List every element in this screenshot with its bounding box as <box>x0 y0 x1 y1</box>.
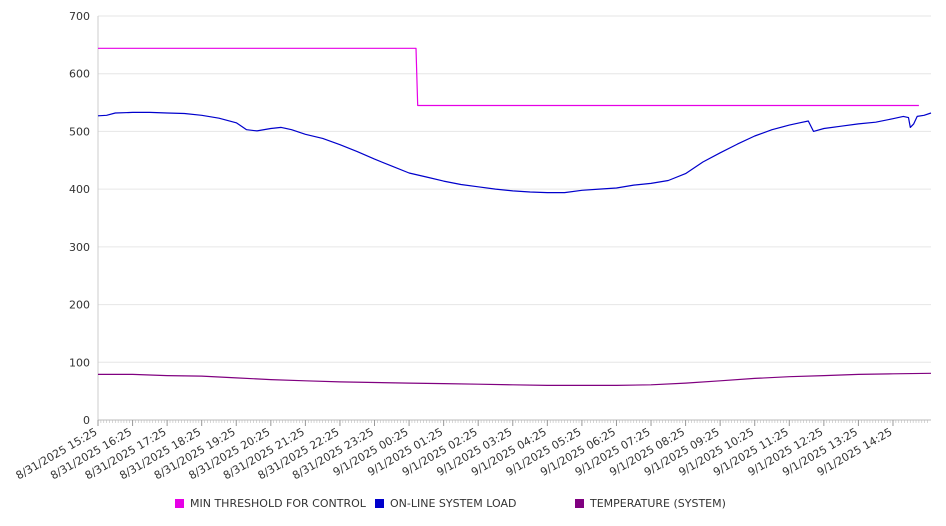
y-tick-label: 700 <box>69 10 90 23</box>
y-tick-label: 100 <box>69 356 90 369</box>
legend-swatch <box>375 499 384 508</box>
legend-label: MIN THRESHOLD FOR CONTROL <box>190 497 366 510</box>
legend-swatch <box>175 499 184 508</box>
series-line-0 <box>98 47 919 107</box>
legend: MIN THRESHOLD FOR CONTROL ON-LINE SYSTEM… <box>0 497 946 515</box>
series-lines <box>97 47 932 386</box>
grid-lines <box>98 15 931 421</box>
legend-label: TEMPERATURE (SYSTEM) <box>590 497 726 510</box>
y-tick-label: 300 <box>69 241 90 254</box>
y-tick-label: 0 <box>83 414 90 427</box>
series-line-2 <box>98 372 932 386</box>
legend-swatch <box>575 499 584 508</box>
y-axis-ticks: 0 100 200 300 400 500 600 700 <box>69 10 90 427</box>
legend-item-temperature[interactable]: TEMPERATURE (SYSTEM) <box>575 497 726 510</box>
x-axis-ticks: 8/31/2025 15:258/31/2025 16:258/31/2025 … <box>14 420 894 482</box>
series-line-1 <box>97 111 932 194</box>
y-tick-label: 400 <box>69 183 90 196</box>
legend-item-system-load[interactable]: ON-LINE SYSTEM LOAD <box>375 497 516 510</box>
y-tick-label: 500 <box>69 125 90 138</box>
legend-item-min-threshold[interactable]: MIN THRESHOLD FOR CONTROL <box>175 497 366 510</box>
y-tick-label: 200 <box>69 299 90 312</box>
y-tick-label: 600 <box>69 68 90 81</box>
legend-label: ON-LINE SYSTEM LOAD <box>390 497 517 510</box>
